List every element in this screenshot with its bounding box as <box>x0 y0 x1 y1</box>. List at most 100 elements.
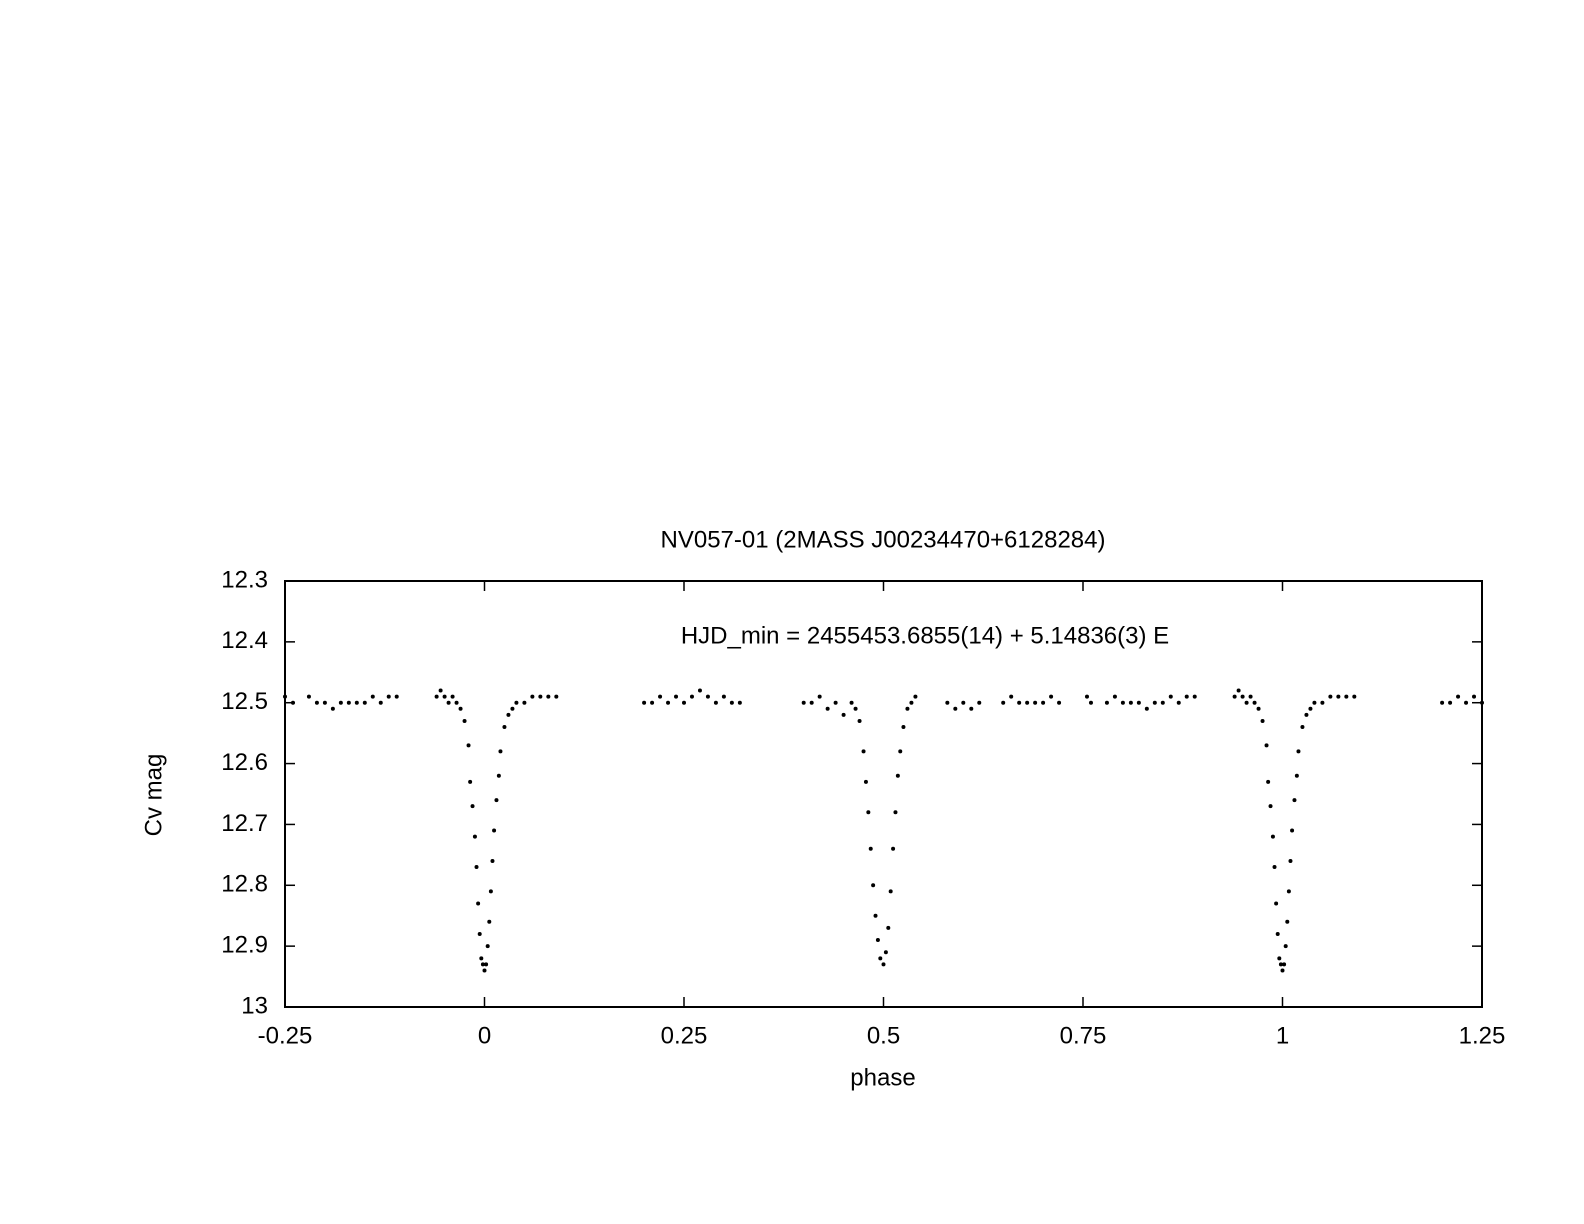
data-point <box>953 706 958 711</box>
data-point <box>1320 700 1325 705</box>
data-point <box>498 749 503 754</box>
data-point <box>490 858 495 863</box>
data-point <box>1300 725 1305 730</box>
y-tick-label: 13 <box>241 992 268 1019</box>
data-point <box>480 962 485 967</box>
data-point <box>853 706 858 711</box>
data-point <box>1268 804 1273 809</box>
data-point <box>909 700 914 705</box>
data-point <box>1232 694 1237 699</box>
data-point <box>1128 700 1133 705</box>
data-point <box>875 938 880 943</box>
data-point <box>1236 688 1241 693</box>
data-point <box>905 706 910 711</box>
data-point <box>841 712 846 717</box>
data-point <box>913 694 918 699</box>
data-point <box>1328 694 1333 699</box>
data-point <box>1244 700 1249 705</box>
y-axis-label: Cv mag <box>140 754 167 837</box>
data-point <box>1275 931 1280 936</box>
data-point <box>283 694 287 699</box>
data-point <box>1464 700 1469 705</box>
data-point <box>530 694 535 699</box>
data-point <box>817 694 822 699</box>
data-point <box>1260 718 1265 723</box>
x-tick-label: 0 <box>478 1022 491 1049</box>
data-point <box>1280 968 1285 973</box>
data-point <box>1282 962 1287 967</box>
data-point <box>496 773 501 778</box>
data-point <box>470 804 475 809</box>
data-point <box>474 865 479 870</box>
data-point <box>1352 694 1357 699</box>
data-point <box>866 810 871 815</box>
data-point <box>1160 700 1165 705</box>
data-point <box>1270 834 1275 839</box>
annotation: HJD_min = 2455453.6855(14) + 5.14836(3) … <box>681 622 1169 649</box>
x-tick-label: 0.5 <box>867 1022 900 1049</box>
data-point <box>1112 694 1117 699</box>
data-point <box>1009 694 1014 699</box>
data-point <box>1274 901 1279 906</box>
data-point <box>446 700 451 705</box>
y-tick-label: 12.5 <box>221 688 268 715</box>
data-point <box>801 700 806 705</box>
data-point <box>674 694 679 699</box>
data-point <box>969 706 974 711</box>
data-point <box>863 779 868 784</box>
data-point <box>1049 694 1054 699</box>
data-point <box>1176 700 1181 705</box>
data-point <box>488 889 493 894</box>
data-point <box>468 779 473 784</box>
data-point <box>893 810 898 815</box>
data-point <box>825 706 830 711</box>
data-point <box>868 846 873 851</box>
data-point <box>1256 706 1261 711</box>
data-point <box>713 700 718 705</box>
data-point <box>1057 700 1062 705</box>
data-point <box>482 968 487 973</box>
data-point <box>1456 694 1461 699</box>
data-point <box>1001 700 1006 705</box>
data-point <box>1304 712 1309 717</box>
data-point <box>485 944 490 949</box>
data-point <box>494 798 499 803</box>
data-point <box>737 700 742 705</box>
data-point <box>484 962 489 967</box>
data-point <box>873 913 878 918</box>
data-point <box>477 931 482 936</box>
data-point <box>1033 700 1038 705</box>
data-point <box>895 773 900 778</box>
data-point <box>462 718 467 723</box>
data-point <box>1264 743 1269 748</box>
x-tick-label: -0.25 <box>258 1022 313 1049</box>
data-point <box>306 694 311 699</box>
data-point <box>1296 749 1301 754</box>
data-point <box>883 950 888 955</box>
data-point <box>857 718 862 723</box>
data-point <box>290 700 295 705</box>
data-point <box>682 700 686 705</box>
x-axis-label: phase <box>850 1064 915 1091</box>
chart-title: NV057-01 (2MASS J00234470+6128284) <box>661 526 1106 553</box>
data-point <box>510 706 515 711</box>
data-point <box>1286 889 1291 894</box>
data-point <box>898 749 903 754</box>
data-point <box>697 688 702 693</box>
data-point <box>1308 706 1313 711</box>
data-point <box>522 700 527 705</box>
data-point <box>1017 700 1022 705</box>
data-point <box>642 700 647 705</box>
data-point <box>322 700 327 705</box>
data-point <box>506 712 511 717</box>
data-point <box>1292 798 1297 803</box>
data-point <box>666 700 671 705</box>
y-tick-label: 12.4 <box>221 627 268 654</box>
data-point <box>1278 962 1283 967</box>
x-tick-label: 0.75 <box>1060 1022 1107 1049</box>
data-point <box>502 725 507 730</box>
data-point <box>878 956 883 961</box>
y-tick-label: 12.3 <box>221 566 268 593</box>
data-point <box>1312 700 1317 705</box>
data-point <box>434 694 439 699</box>
